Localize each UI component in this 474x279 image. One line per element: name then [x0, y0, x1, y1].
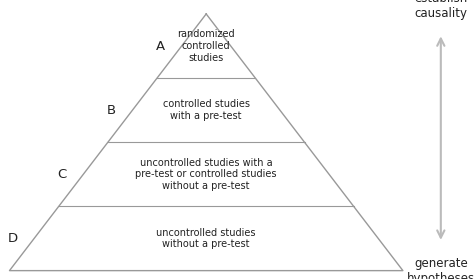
Text: randomized
controlled
studies: randomized controlled studies — [177, 30, 235, 62]
Text: D: D — [8, 232, 18, 245]
Text: A: A — [155, 40, 165, 52]
Text: B: B — [107, 104, 116, 117]
Text: controlled studies
with a pre-test: controlled studies with a pre-test — [163, 99, 250, 121]
Text: generate
hypotheses: generate hypotheses — [407, 257, 474, 279]
Text: C: C — [57, 168, 66, 181]
Text: uncontrolled studies
without a pre-test: uncontrolled studies without a pre-test — [156, 228, 256, 249]
Text: uncontrolled studies with a
pre-test or controlled studies
without a pre-test: uncontrolled studies with a pre-test or … — [136, 158, 277, 191]
Text: establish
causality: establish causality — [414, 0, 467, 20]
